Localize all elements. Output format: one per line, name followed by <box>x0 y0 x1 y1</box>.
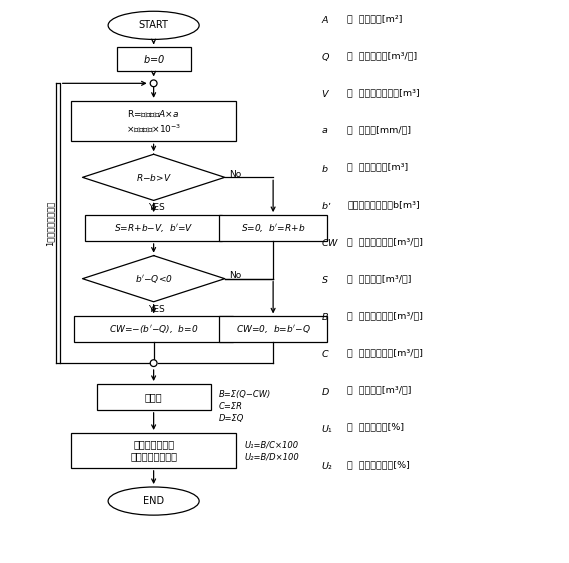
Text: $b$=0: $b$=0 <box>143 53 164 65</box>
Ellipse shape <box>108 487 199 515</box>
Text: ：溢流量计算后的b[m³]: ：溢流量计算后的b[m³] <box>347 200 420 209</box>
Text: No: No <box>229 170 242 179</box>
Bar <box>74 316 233 342</box>
Text: $CW$=−($b'$−$Q$),  $b$=0: $CW$=−($b'$−$Q$), $b$=0 <box>109 323 199 336</box>
Text: R=集水面积$A$×$a$
×径流系数×10$^{-3}$: R=集水面积$A$×$a$ ×径流系数×10$^{-3}$ <box>126 108 182 134</box>
Bar <box>71 433 236 468</box>
Text: ：  溢流水量[m³/日]: ： 溢流水量[m³/日] <box>347 274 411 283</box>
Text: U₁=B/C×100
U₂=B/D×100: U₁=B/C×100 U₂=B/D×100 <box>245 440 299 461</box>
Text: END: END <box>143 496 164 506</box>
Text: B=Σ(Q−CW)
C=ΣR
D=ΣQ: B=Σ(Q−CW) C=ΣR D=ΣQ <box>219 390 271 423</box>
Bar <box>71 101 236 141</box>
Bar <box>219 215 327 241</box>
Text: $C$: $C$ <box>321 348 330 360</box>
Bar <box>85 215 222 241</box>
Text: $b'$−$Q$<0: $b'$−$Q$<0 <box>135 272 172 285</box>
Ellipse shape <box>108 11 199 39</box>
Bar <box>117 47 191 71</box>
Text: $a$: $a$ <box>321 126 329 135</box>
Text: YES: YES <box>148 305 165 314</box>
Text: ：  雨水储存池容积[m³]: ： 雨水储存池容积[m³] <box>347 88 420 97</box>
Text: No: No <box>229 271 242 280</box>
Text: $D$: $D$ <box>321 386 331 397</box>
Text: $b$: $b$ <box>321 163 329 174</box>
Text: ：  集水面积[m²]: ： 集水面积[m²] <box>347 14 403 23</box>
Text: $R$−$b$>$V$: $R$−$b$>$V$ <box>136 172 171 183</box>
Text: $V$: $V$ <box>321 88 331 100</box>
Text: ：  降水量[mm/日]: ： 降水量[mm/日] <box>347 126 411 135</box>
Text: START: START <box>139 20 168 30</box>
Text: YES: YES <box>148 203 165 212</box>
Bar <box>97 384 211 410</box>
Text: ：  年雨水收集量[m³/年]: ： 年雨水收集量[m³/年] <box>347 348 423 358</box>
Text: $B$: $B$ <box>321 311 329 323</box>
Text: ：  自来水替代率[%]: ： 自来水替代率[%] <box>347 460 410 469</box>
Text: $A$: $A$ <box>321 14 330 25</box>
Text: 1年里每天重复计算: 1年里每天重复计算 <box>45 200 54 246</box>
Text: $S$=$R$+$b$−$V$,  $b'$=$V$: $S$=$R$+$b$−$V$, $b'$=$V$ <box>114 222 193 234</box>
Text: ：  雨水利用率[%]: ： 雨水利用率[%] <box>347 423 404 432</box>
Bar <box>219 316 327 342</box>
Text: ：  自来水补水量[m³/日]: ： 自来水补水量[m³/日] <box>347 237 423 246</box>
Text: $U₂$: $U₂$ <box>321 460 334 471</box>
Text: $U₁$: $U₁$ <box>321 423 333 434</box>
Text: 年合计: 年合计 <box>145 392 162 402</box>
Text: $b’$: $b’$ <box>321 200 332 211</box>
Text: $CW$=0,  $b$=$b'$−$Q$: $CW$=0, $b$=$b'$−$Q$ <box>236 323 311 336</box>
Circle shape <box>150 360 157 367</box>
Text: 雨水利用率计算
自来水替代率计算: 雨水利用率计算 自来水替代率计算 <box>130 439 177 462</box>
Text: ：  年雨水利用量[m³/年]: ： 年雨水利用量[m³/年] <box>347 311 423 320</box>
Text: $CW$: $CW$ <box>321 237 340 248</box>
Circle shape <box>150 80 157 87</box>
Text: $Q$: $Q$ <box>321 51 331 63</box>
Text: ：  雨水储水量[m³]: ： 雨水储水量[m³] <box>347 163 409 172</box>
Text: $S$=0,  $b'$=$R$+$b$: $S$=0, $b'$=$R$+$b$ <box>241 222 306 234</box>
Text: $S$: $S$ <box>321 274 329 285</box>
Text: ：  雨水用水量[m³/日]: ： 雨水用水量[m³/日] <box>347 51 417 60</box>
Text: ：  年用水量[m³/年]: ： 年用水量[m³/年] <box>347 386 411 395</box>
